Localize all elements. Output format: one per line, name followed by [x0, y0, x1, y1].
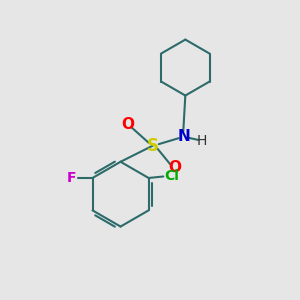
- Text: Cl: Cl: [165, 169, 180, 184]
- Text: F: F: [67, 171, 76, 185]
- Text: O: O: [122, 118, 134, 133]
- Text: H: H: [196, 134, 207, 148]
- Text: S: S: [147, 136, 159, 154]
- Text: O: O: [169, 160, 182, 175]
- Text: N: N: [178, 129, 190, 144]
